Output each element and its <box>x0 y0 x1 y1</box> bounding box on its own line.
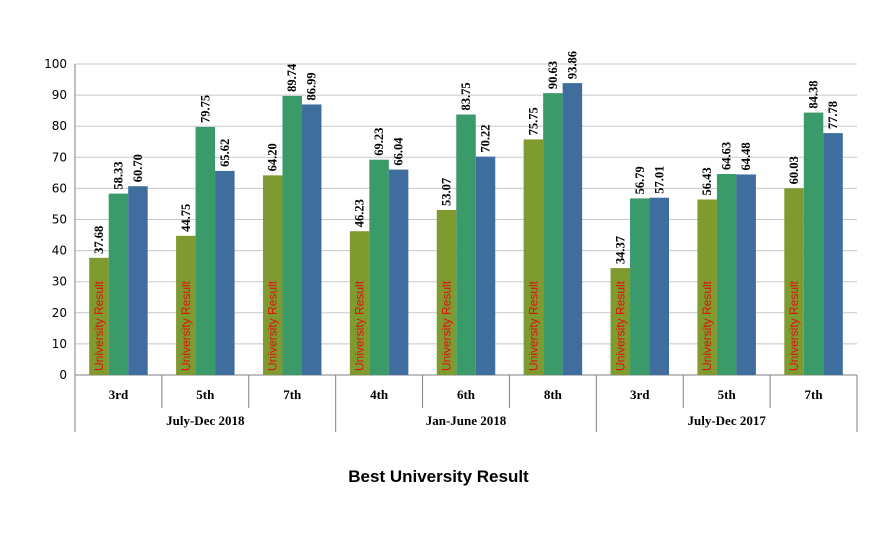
data-label: 64.20 <box>266 143 280 171</box>
x-category-label: 4th <box>370 387 389 402</box>
data-label: 46.23 <box>353 199 367 227</box>
x-group-label: July-Dec 2017 <box>687 413 766 428</box>
data-label: 64.63 <box>720 142 734 170</box>
y-tick-label: 90 <box>52 88 67 102</box>
y-tick-label: 0 <box>59 368 67 382</box>
bar-inner-label: University Result <box>787 280 801 371</box>
y-tick-label: 70 <box>52 150 67 164</box>
y-tick-label: 50 <box>52 213 67 227</box>
bar <box>128 186 148 375</box>
bar <box>630 198 650 375</box>
bar <box>475 156 496 375</box>
data-label: 77.78 <box>826 101 840 129</box>
bar <box>282 95 302 375</box>
data-labels: 37.68 University Result 58.33 60.70 44.75 Uni… <box>92 51 840 371</box>
y-tick-label: 80 <box>52 119 67 133</box>
bar <box>803 112 824 376</box>
x-category-label: 7th <box>283 387 302 402</box>
data-label: 69.23 <box>372 128 386 156</box>
bar-inner-label: University Result <box>526 280 540 371</box>
bar <box>388 169 409 375</box>
y-tick-label: 40 <box>52 244 67 258</box>
data-label: 93.86 <box>565 51 579 79</box>
bar-inner-label: University Result <box>613 280 627 371</box>
data-label: 65.62 <box>218 139 232 167</box>
data-label: 60.70 <box>131 154 145 182</box>
y-tick-label: 60 <box>52 181 67 195</box>
data-label: 34.37 <box>613 236 627 264</box>
data-label: 44.75 <box>179 204 193 232</box>
data-label: 79.75 <box>198 95 212 123</box>
bar <box>823 133 843 375</box>
x-category-label: 8th <box>544 387 563 402</box>
data-label: 37.68 <box>92 226 106 254</box>
bar <box>784 188 804 375</box>
data-label: 86.99 <box>305 72 319 100</box>
data-label: 58.33 <box>111 161 125 189</box>
data-label: 66.04 <box>392 137 406 166</box>
bar <box>456 114 476 375</box>
x-category-label: 6th <box>457 387 476 402</box>
y-tick-label: 20 <box>52 306 67 320</box>
x-group-label: July-Dec 2018 <box>166 413 245 428</box>
bar <box>697 199 717 375</box>
bar <box>176 235 196 375</box>
bar <box>649 197 670 375</box>
data-label: 75.75 <box>526 107 540 135</box>
data-label: 57.01 <box>652 166 666 194</box>
bar <box>262 175 283 375</box>
bars <box>89 83 843 376</box>
x-category-label: 3rd <box>630 387 650 402</box>
bar-inner-label: University Result <box>353 280 367 371</box>
data-label: 84.38 <box>807 80 821 108</box>
bar <box>736 174 756 375</box>
bar <box>195 126 216 375</box>
y-tick-label: 30 <box>52 275 67 289</box>
bar <box>543 93 563 376</box>
bar <box>610 268 631 375</box>
y-tick-label: 100 <box>44 57 67 71</box>
bar <box>108 193 129 375</box>
data-label: 56.43 <box>700 167 714 195</box>
data-label: 89.74 <box>285 63 299 92</box>
x-category-label: 5th <box>718 387 737 402</box>
bar <box>523 139 544 375</box>
bar <box>89 257 109 375</box>
data-label: 90.63 <box>546 61 560 89</box>
bar-inner-label: University Result <box>179 280 193 371</box>
bar <box>436 209 457 375</box>
data-label: 60.03 <box>787 156 801 184</box>
x-group-label: Jan-June 2018 <box>426 413 507 428</box>
chart-title: Best University Result <box>348 467 529 486</box>
bar-inner-label: University Result <box>266 280 280 371</box>
y-tick-label: 10 <box>52 337 67 351</box>
data-label: 70.22 <box>479 124 493 152</box>
bar-inner-label: University Result <box>92 280 106 371</box>
x-category-label: 7th <box>805 387 824 402</box>
data-label: 56.79 <box>633 166 647 194</box>
bar <box>215 170 235 375</box>
bar <box>369 159 389 375</box>
bar-inner-label: University Result <box>700 280 714 371</box>
x-category-label: 3rd <box>109 387 129 402</box>
bar-inner-label: University Result <box>440 280 454 371</box>
bar <box>562 83 583 375</box>
data-label: 53.07 <box>440 178 454 206</box>
x-category-label: 5th <box>196 387 215 402</box>
data-label: 83.75 <box>459 82 473 110</box>
bar <box>301 104 322 376</box>
data-label: 64.48 <box>739 142 753 170</box>
bar <box>349 231 370 375</box>
bar <box>716 174 737 375</box>
